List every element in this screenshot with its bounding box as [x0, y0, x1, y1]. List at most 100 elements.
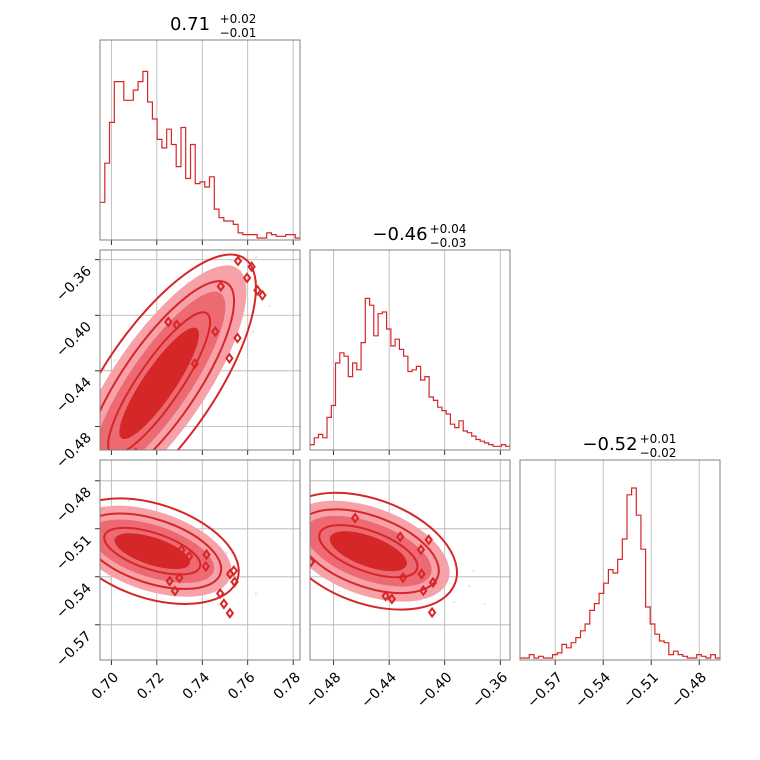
sample-point — [75, 517, 77, 519]
sample-point — [307, 520, 309, 522]
sample-point — [483, 603, 486, 606]
density-contour — [103, 526, 202, 576]
contour-island — [229, 565, 239, 577]
contour-island — [253, 284, 262, 296]
corner-panels: 0.71 +0.02−0.01−0.48−0.44−0.40−0.36−0.46 +… — [36, 12, 721, 712]
panel-2-0: −0.57 −0.54 −0.51 −0.48 0.70 0.72 0.74 0.76 0.78 — [36, 459, 304, 703]
sample-point — [262, 507, 264, 509]
y-tick-label: −0.48 — [53, 430, 95, 472]
density-contour — [100, 512, 223, 590]
sample-point — [116, 462, 118, 464]
sample-point — [250, 244, 252, 246]
panel-frame — [99, 459, 301, 661]
sample-point — [120, 470, 122, 472]
histogram-series — [520, 487, 720, 659]
y-tick-label: −0.48 — [53, 484, 95, 526]
x-tick-label: −0.48 — [303, 670, 345, 712]
contour-island — [177, 544, 186, 556]
contour-island — [233, 255, 243, 267]
contour-island — [258, 289, 267, 301]
panel-2-2: −0.52 +0.01−0.02 −0.57 −0.54 −0.51 −0.48 — [519, 432, 721, 712]
panel-title-median: −0.46 — [372, 224, 427, 245]
panel-title-median: 0.71 — [170, 14, 210, 35]
contour-island — [398, 572, 408, 584]
contour-island — [290, 505, 296, 513]
panel-title-minus: −0.02 — [640, 446, 677, 460]
sample-point — [217, 603, 220, 606]
sample-point — [468, 585, 471, 588]
contour-island — [219, 598, 229, 610]
sample-point — [101, 451, 103, 453]
contour-island — [233, 332, 242, 344]
sample-point — [92, 558, 94, 560]
x-tick-label: 0.76 — [225, 669, 258, 702]
x-tick-label: 0.70 — [89, 670, 122, 703]
sample-point — [36, 521, 38, 523]
sample-point — [91, 475, 93, 477]
density-region — [119, 327, 199, 440]
density-contour — [100, 497, 240, 605]
sample-point — [245, 236, 247, 238]
sample-point — [96, 475, 98, 477]
panel-frame — [519, 459, 721, 661]
density-contour — [107, 311, 212, 450]
panel-plot-area — [520, 487, 720, 659]
histogram-series — [100, 70, 300, 239]
contour-island — [419, 585, 428, 597]
panel-title-plus: +0.02 — [220, 12, 257, 26]
density-contour — [100, 280, 236, 450]
contour-island — [424, 534, 433, 546]
contour-island — [211, 325, 220, 338]
sample-point — [391, 508, 394, 511]
contour-island — [427, 606, 437, 619]
contour-island — [172, 319, 181, 331]
contour-island — [201, 560, 211, 573]
density-contour — [310, 508, 440, 595]
sample-point — [67, 439, 69, 441]
sample-point — [85, 529, 87, 531]
y-tick-label: −0.40 — [53, 319, 95, 361]
x-tick-label: 0.72 — [134, 670, 167, 703]
contour-island — [225, 607, 235, 619]
panel-frame — [99, 39, 301, 241]
panel-frame — [309, 249, 511, 451]
sample-point — [127, 499, 130, 502]
contour-island — [165, 575, 174, 587]
x-tick-label: −0.57 — [524, 670, 566, 712]
sample-point — [273, 544, 275, 546]
sample-point — [112, 461, 114, 463]
sample-point — [108, 453, 110, 455]
contour-island — [395, 531, 405, 543]
contour-island — [164, 316, 173, 328]
x-tick-label: 0.74 — [180, 669, 213, 702]
sample-point — [104, 456, 106, 458]
sample-point — [113, 359, 116, 362]
panel-plot-area — [100, 70, 300, 239]
panel-frame — [99, 249, 301, 451]
sample-point — [230, 260, 234, 263]
contour-island — [170, 585, 180, 597]
y-tick-label: −0.57 — [53, 628, 95, 670]
sample-point — [254, 592, 257, 595]
panel-plot-area — [310, 297, 510, 447]
contour-island — [310, 556, 316, 568]
sample-point — [298, 526, 300, 528]
contour-island — [100, 525, 101, 528]
x-tick-label: −0.36 — [469, 669, 511, 711]
panel-title-minus: −0.03 — [430, 236, 467, 250]
panel-plot-area — [262, 491, 486, 619]
contour-island — [428, 576, 438, 589]
sample-point — [75, 524, 77, 526]
sample-point — [252, 330, 255, 333]
sample-point — [84, 522, 86, 524]
panel-title-plus: +0.04 — [430, 222, 467, 236]
density-contour — [100, 253, 257, 450]
sample-point — [94, 550, 96, 552]
sample-point — [472, 569, 475, 573]
contour-island — [247, 261, 256, 273]
y-tick-label: −0.54 — [53, 580, 95, 622]
density-region — [114, 533, 191, 570]
contour-island — [350, 512, 360, 524]
contour-island — [215, 587, 225, 600]
contour-island — [381, 590, 390, 602]
